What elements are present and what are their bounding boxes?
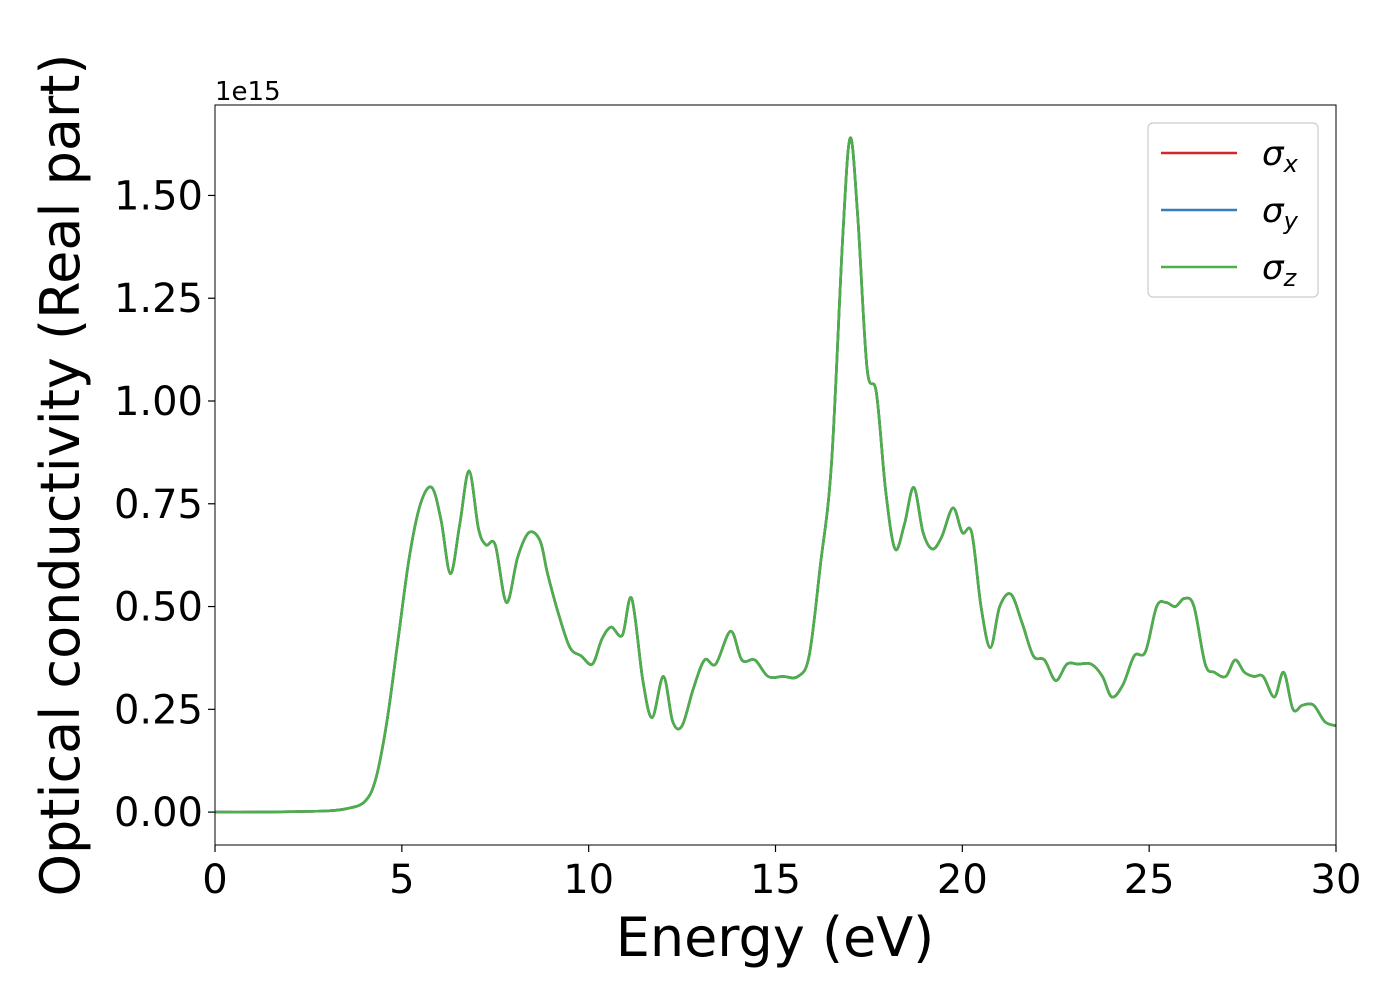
x-tick-label: 30 (1311, 857, 1362, 903)
x-axis-label: Energy (eV) (616, 906, 935, 969)
legend-label-1: σx (1262, 134, 1299, 178)
x-tick-label: 25 (1124, 857, 1175, 903)
y-axis-label: Optical conductivity (Real part) (29, 54, 92, 897)
y-tick-label: 1.00 (114, 379, 203, 425)
legend-label-2: σy (1262, 191, 1299, 235)
x-tick-label: 20 (937, 857, 988, 903)
x-tick-label: 10 (563, 857, 614, 903)
x-tick-label: 15 (750, 857, 801, 903)
x-tick-label: 0 (202, 857, 227, 903)
x-tick-label: 5 (389, 857, 414, 903)
y-tick-label: 0.50 (114, 585, 203, 631)
series-layer (214, 136, 1337, 814)
y-tick-label: 0.00 (114, 790, 203, 836)
y-axis-ticks: 0.00 0.25 0.50 0.75 1.00 1.25 1.50 (114, 173, 215, 836)
series-line-3 (214, 136, 1337, 814)
y-tick-label: 1.25 (114, 276, 203, 322)
legend: σx σy σz (1147, 122, 1319, 298)
y-offset-text: 1e15 (215, 77, 281, 107)
legend-label-3: σz (1262, 248, 1298, 292)
y-tick-label: 1.50 (114, 173, 203, 219)
y-tick-label: 0.75 (114, 482, 203, 528)
y-tick-label: 0.25 (114, 687, 203, 733)
x-axis-ticks: 0 5 10 15 20 25 30 (202, 845, 1361, 903)
